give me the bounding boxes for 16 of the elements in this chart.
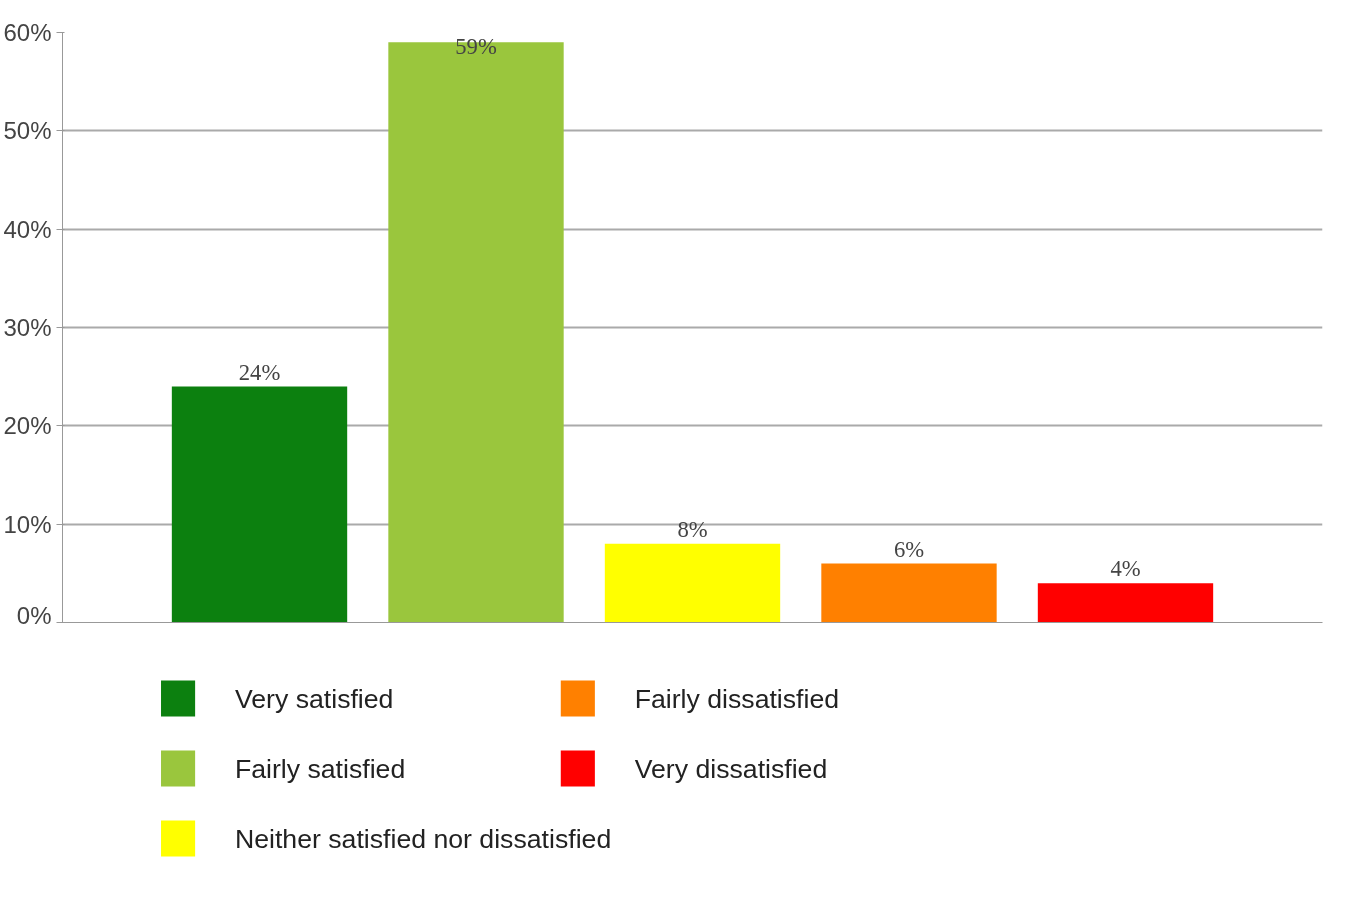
data-label: 6% xyxy=(893,536,925,562)
legend-label: Neither satisfied nor dissatisfied xyxy=(234,823,612,854)
data-label: 24% xyxy=(238,359,281,385)
data-label: 4% xyxy=(1110,556,1141,582)
legend-label: Fairly dissatisfied xyxy=(634,683,840,714)
legend-label: Very dissatisfied xyxy=(634,753,828,784)
data-label: 8% xyxy=(677,516,708,542)
legend-label: Very satisfied xyxy=(234,683,394,714)
y-tick-label: 0% xyxy=(16,601,52,629)
y-tick-label: 60% xyxy=(3,19,52,46)
y-tick-label: 20% xyxy=(3,412,52,440)
y-tick-label: 40% xyxy=(3,215,52,243)
legend-label: Fairly satisfied xyxy=(234,753,406,784)
y-tick-label: 10% xyxy=(3,510,52,538)
y-tick-label: 30% xyxy=(3,314,52,341)
y-tick-label: 50% xyxy=(3,117,52,145)
